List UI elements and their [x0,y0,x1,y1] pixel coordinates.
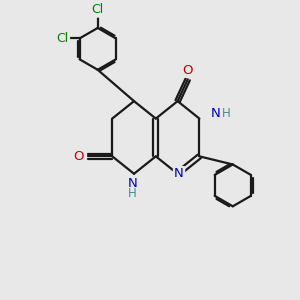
Text: N: N [211,107,220,120]
Text: H: H [128,187,137,200]
Text: H: H [222,107,230,120]
Text: N: N [174,167,184,180]
Text: N: N [128,177,137,190]
Text: O: O [73,150,83,163]
Text: Cl: Cl [92,3,104,16]
Text: Cl: Cl [57,32,69,45]
Text: O: O [182,64,193,76]
